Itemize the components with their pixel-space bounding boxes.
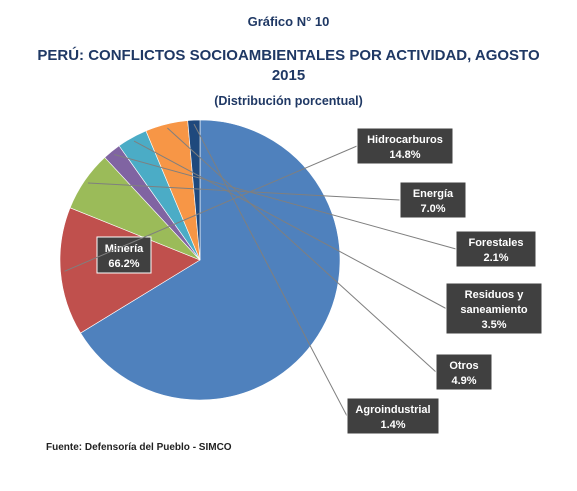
source-note: Fuente: Defensoría del Pueblo - SIMCO	[46, 442, 232, 453]
data-label-value-agroindustrial: 1.4%	[380, 419, 405, 431]
chart-pretitle: Gráfico N° 10	[247, 14, 330, 29]
data-label-value-residuos-y-saneamiento: 3.5%	[481, 319, 506, 331]
leader-line-otros	[167, 127, 437, 373]
data-label-box-hidrocarburos	[356, 127, 454, 165]
data-label-name-otros: Otros	[449, 360, 478, 372]
chart-title-line1: PERÚ: CONFLICTOS SOCIOAMBIENTALES POR AC…	[37, 47, 540, 64]
data-label-value-miner-a: 66.2%	[108, 258, 139, 270]
data-label-value-otros: 4.9%	[451, 375, 476, 387]
data-label-box-agroindustrial	[346, 397, 440, 435]
data-label-name-miner-a: Minería	[105, 243, 144, 255]
pie-slice-miner-a	[80, 119, 341, 401]
leader-line-hidrocarburos	[64, 145, 358, 272]
data-label-box-forestales	[455, 230, 537, 268]
data-label-name-residuos-y-saneamiento: saneamiento	[460, 304, 528, 316]
data-label-name-residuos-y-saneamiento: Residuos y	[465, 289, 525, 301]
data-label-name-agroindustrial: Agroindustrial	[355, 404, 430, 416]
data-label-value-hidrocarburos: 14.8%	[389, 149, 420, 161]
chart-title: PERÚ: CONFLICTOS SOCIOAMBIENTALES POR AC…	[0, 46, 577, 86]
data-label-box-otros	[435, 353, 493, 391]
leader-line-forestales	[114, 153, 457, 250]
data-label-value-forestales: 2.1%	[483, 252, 508, 264]
leader-line-agroindustrial	[193, 123, 348, 417]
leader-line-residuos-y-saneamiento	[133, 140, 447, 309]
data-label-value-energ-a: 7.0%	[420, 203, 445, 215]
data-label-box-residuos-y-saneamiento	[445, 282, 543, 335]
data-label-box-miner-a	[96, 236, 152, 274]
chart-title-line2: 2015	[271, 67, 306, 84]
leader-line-energ-a	[87, 182, 401, 201]
data-label-name-hidrocarburos: Hidrocarburos	[367, 134, 443, 146]
data-label-box-energ-a	[399, 181, 467, 219]
data-label-name-forestales: Forestales	[468, 237, 523, 249]
chart-subtitle: (Distribución porcentual)	[214, 94, 363, 108]
data-label-name-energ-a: Energía	[413, 188, 454, 200]
